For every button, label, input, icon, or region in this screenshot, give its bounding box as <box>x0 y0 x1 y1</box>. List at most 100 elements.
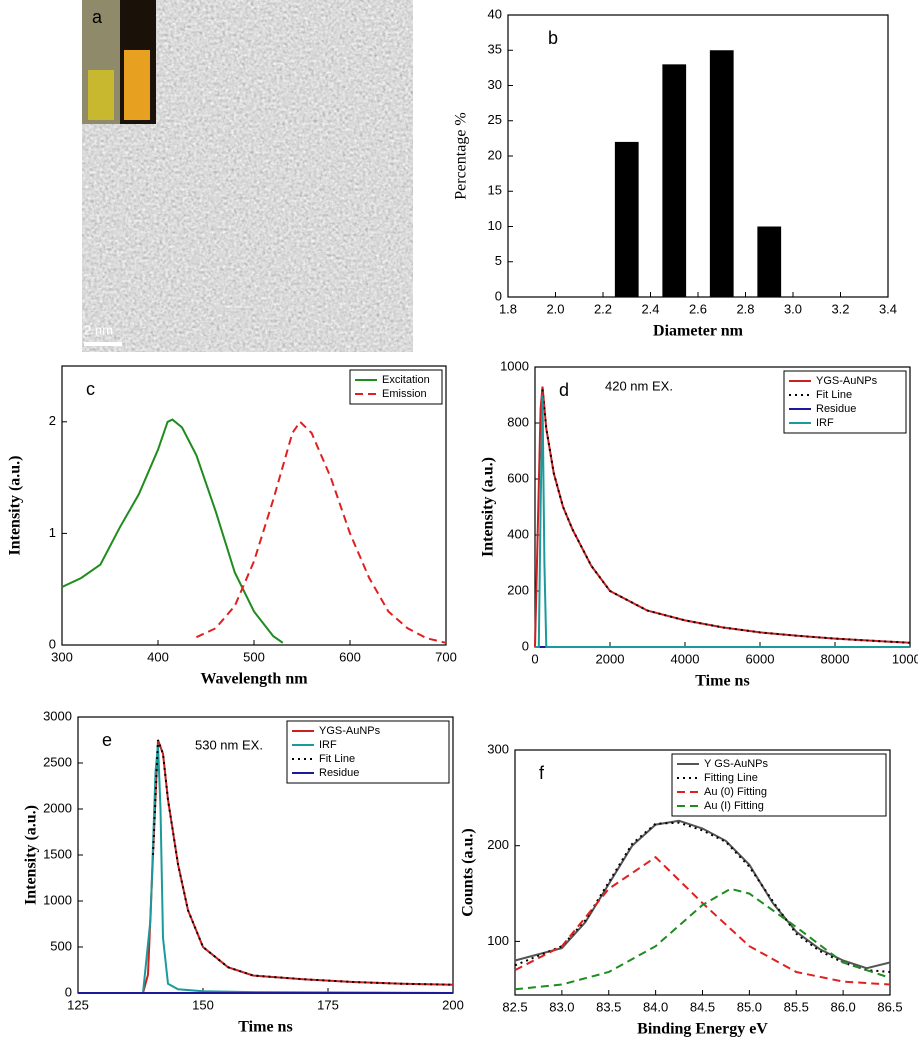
y-tick-label: 200 <box>487 837 509 852</box>
legend-label: IRF <box>319 739 337 751</box>
legend-label: Au (0) Fitting <box>704 786 767 798</box>
panel-label: f <box>539 763 545 783</box>
x-tick-label: 83.5 <box>596 999 621 1014</box>
legend-label: Emission <box>382 388 427 400</box>
panel-label: a <box>92 7 103 27</box>
x-tick-label: 2.2 <box>594 301 612 316</box>
y-tick-label: 35 <box>488 42 502 57</box>
x-axis-title: Binding Energy eV <box>637 1021 768 1038</box>
legend-label: Residue <box>319 767 359 779</box>
x-tick-label: 4000 <box>671 651 700 666</box>
x-tick-label: 125 <box>67 997 89 1012</box>
vial-liquid <box>88 70 114 120</box>
y-tick-label: 1000 <box>43 892 72 907</box>
series-line <box>535 394 910 648</box>
x-axis-title: Diameter nm <box>653 323 744 340</box>
x-axis-title: Time ns <box>695 673 749 690</box>
y-tick-label: 200 <box>507 582 529 597</box>
chart-panel: 1.8 2.0 2.2 2.4 2.6 2.8 3.0 3.2 3.4 0 5 10 15 20 25 30 3… <box>453 6 897 339</box>
x-tick-label: 175 <box>317 997 339 1012</box>
x-tick-label: 150 <box>192 997 214 1012</box>
series-line <box>61 418 284 644</box>
plot-frame <box>61 365 447 646</box>
series-line <box>514 821 891 973</box>
bar <box>709 50 734 297</box>
annotation: 530 nm EX. <box>195 737 263 752</box>
plot-frame <box>507 14 889 298</box>
x-tick-label: 2.4 <box>641 301 659 316</box>
legend-label: Residue <box>816 403 856 415</box>
y-axis-title: Intensity (a.u.) <box>7 455 24 555</box>
x-tick-label: 1.8 <box>499 301 517 316</box>
bar <box>757 226 782 297</box>
y-axis-title: Counts (a.u.) <box>460 828 477 916</box>
series-line <box>514 855 891 986</box>
x-tick-label: 0 <box>531 651 538 666</box>
y-tick-label: 1000 <box>500 358 529 373</box>
y-tick-label: 100 <box>487 933 509 948</box>
y-axis-title: Percentage % <box>453 112 470 200</box>
x-tick-label: 6000 <box>746 651 775 666</box>
tem-image: 2 nm a <box>82 0 413 352</box>
legend-box <box>349 369 443 405</box>
y-tick-label: 600 <box>507 470 529 485</box>
y-tick-label: 300 <box>487 741 509 756</box>
y-tick-label: 1500 <box>43 846 72 861</box>
x-axis-title: Time ns <box>238 1019 292 1036</box>
legend-box <box>671 753 887 817</box>
y-tick-label: 0 <box>495 288 502 303</box>
x-tick-label: 500 <box>243 649 265 664</box>
y-tick-label: 15 <box>488 183 502 198</box>
series-line <box>195 420 447 644</box>
x-tick-label: 83.0 <box>549 999 574 1014</box>
x-tick-label: 8000 <box>821 651 850 666</box>
scale-label: 2 nm <box>84 322 113 337</box>
legend-label: IRF <box>816 417 834 429</box>
y-tick-label: 3000 <box>43 708 72 723</box>
y-tick-label: 0 <box>65 984 72 999</box>
panel-label: c <box>86 379 95 399</box>
x-axis-title: Wavelength nm <box>200 671 308 688</box>
panel-label: d <box>559 380 569 400</box>
x-tick-label: 400 <box>147 649 169 664</box>
x-tick-label: 82.5 <box>502 999 527 1014</box>
x-tick-label: 2.6 <box>689 301 707 316</box>
legend-label: Au (I) Fitting <box>704 800 764 812</box>
bar <box>614 141 639 297</box>
y-tick-label: 2000 <box>43 800 72 815</box>
y-tick-label: 10 <box>488 218 502 233</box>
x-tick-label: 85.5 <box>784 999 809 1014</box>
legend-label: YGS-AuNPs <box>319 725 381 737</box>
y-tick-label: 20 <box>488 147 502 162</box>
y-axis-title: Intensity (a.u.) <box>23 805 40 905</box>
legend-label: Fit Line <box>816 389 852 401</box>
legend-label: Excitation <box>382 374 430 386</box>
x-tick-label: 700 <box>435 649 457 664</box>
chart-panel: 300 400 500 600 700 0 1 2 Wavelength nm Intensity… <box>7 365 457 688</box>
chart-panel: 125 150 175 200050010001500200025003000Time… <box>23 708 464 1035</box>
y-tick-label: 400 <box>507 526 529 541</box>
x-tick-label: 2.0 <box>546 301 564 316</box>
x-tick-label: 3.4 <box>879 301 897 316</box>
x-tick-label: 86.0 <box>830 999 855 1014</box>
y-tick-label: 800 <box>507 414 529 429</box>
x-tick-label: 2.8 <box>736 301 754 316</box>
legend-label: Fitting Line <box>704 772 758 784</box>
legend-label: Fit Line <box>319 753 355 765</box>
series-line <box>541 389 911 644</box>
y-tick-label: 5 <box>495 253 502 268</box>
y-axis-title: Intensity (a.u.) <box>480 457 497 557</box>
series-line <box>142 744 454 994</box>
y-tick-label: 1 <box>49 525 56 540</box>
y-tick-label: 2500 <box>43 754 72 769</box>
series-line <box>514 819 891 970</box>
x-tick-label: 85.0 <box>737 999 762 1014</box>
legend-label: YGS-AuNPs <box>816 375 878 387</box>
y-tick-label: 30 <box>488 77 502 92</box>
series-line <box>152 739 454 986</box>
x-tick-label: 300 <box>51 649 73 664</box>
x-tick-label: 200 <box>442 997 464 1012</box>
